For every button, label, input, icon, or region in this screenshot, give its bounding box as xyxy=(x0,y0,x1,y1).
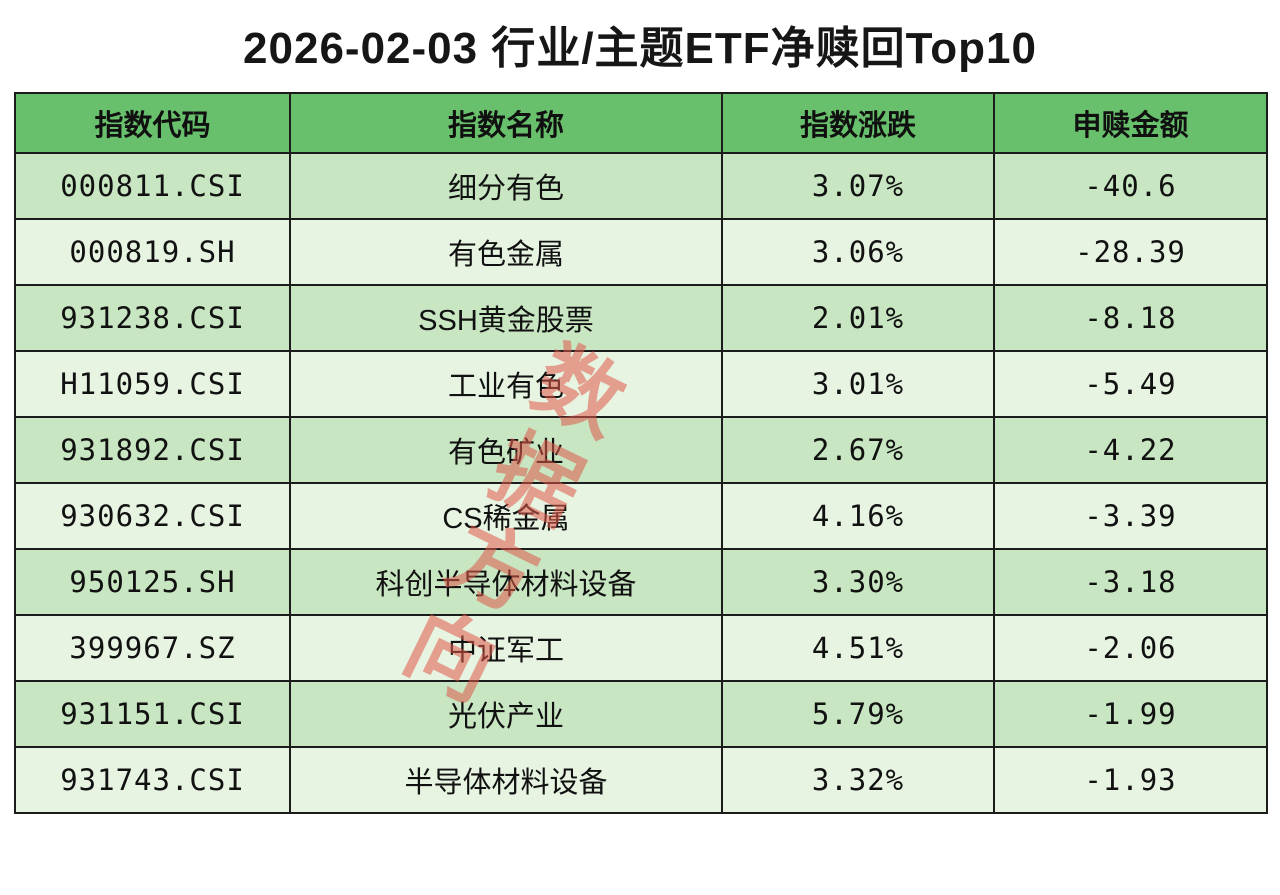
cell-change: 3.06% xyxy=(721,218,995,286)
header-cell-change: 指数涨跌 xyxy=(721,92,995,154)
cell-change: 3.07% xyxy=(721,152,995,220)
cell-change: 3.01% xyxy=(721,350,995,418)
header-cell-name: 指数名称 xyxy=(289,92,723,154)
cell-amount: -8.18 xyxy=(993,284,1268,352)
cell-name: SSH黄金股票 xyxy=(289,284,723,352)
cell-amount: -3.39 xyxy=(993,482,1268,550)
cell-amount: -1.93 xyxy=(993,746,1268,814)
table-row: 000819.SH 有色金属 3.06% -28.39 xyxy=(14,218,1268,286)
cell-code: 931743.CSI xyxy=(14,746,291,814)
table-row: 931238.CSI SSH黄金股票 2.01% -8.18 xyxy=(14,284,1268,352)
table-row: 000811.CSI 细分有色 3.07% -40.6 xyxy=(14,152,1268,220)
header-row: 指数代码 指数名称 指数涨跌 申赎金额 xyxy=(14,92,1268,154)
cell-amount: -2.06 xyxy=(993,614,1268,682)
cell-name: 科创半导体材料设备 xyxy=(289,548,723,616)
cell-name: 有色金属 xyxy=(289,218,723,286)
table-wrap: 指数代码 指数名称 指数涨跌 申赎金额 000811.CSI 细分有色 3.07… xyxy=(14,92,1268,814)
cell-code: 930632.CSI xyxy=(14,482,291,550)
cell-change: 2.01% xyxy=(721,284,995,352)
etf-table: 指数代码 指数名称 指数涨跌 申赎金额 000811.CSI 细分有色 3.07… xyxy=(14,92,1268,814)
cell-name: 工业有色 xyxy=(289,350,723,418)
cell-code: 931892.CSI xyxy=(14,416,291,484)
cell-name: 光伏产业 xyxy=(289,680,723,748)
cell-change: 4.51% xyxy=(721,614,995,682)
cell-code: 000811.CSI xyxy=(14,152,291,220)
cell-code: 000819.SH xyxy=(14,218,291,286)
table-row: H11059.CSI 工业有色 3.01% -5.49 xyxy=(14,350,1268,418)
header-cell-amount: 申赎金额 xyxy=(993,92,1268,154)
cell-change: 5.79% xyxy=(721,680,995,748)
cell-amount: -40.6 xyxy=(993,152,1268,220)
cell-change: 2.67% xyxy=(721,416,995,484)
cell-code: 931238.CSI xyxy=(14,284,291,352)
table-row: 931743.CSI 半导体材料设备 3.32% -1.93 xyxy=(14,746,1268,814)
cell-name: 有色矿业 xyxy=(289,416,723,484)
cell-code: 931151.CSI xyxy=(14,680,291,748)
cell-name: 中证军工 xyxy=(289,614,723,682)
cell-amount: -3.18 xyxy=(993,548,1268,616)
table-row: 931892.CSI 有色矿业 2.67% -4.22 xyxy=(14,416,1268,484)
cell-code: H11059.CSI xyxy=(14,350,291,418)
cell-amount: -1.99 xyxy=(993,680,1268,748)
cell-change: 3.32% xyxy=(721,746,995,814)
cell-amount: -28.39 xyxy=(993,218,1268,286)
table-row: 931151.CSI 光伏产业 5.79% -1.99 xyxy=(14,680,1268,748)
cell-code: 950125.SH xyxy=(14,548,291,616)
header-cell-code: 指数代码 xyxy=(14,92,291,154)
page-title: 2026-02-03 行业/主题ETF净赎回Top10 xyxy=(243,24,1037,73)
table-row: 950125.SH 科创半导体材料设备 3.30% -3.18 xyxy=(14,548,1268,616)
cell-amount: -5.49 xyxy=(993,350,1268,418)
cell-change: 4.16% xyxy=(721,482,995,550)
cell-name: CS稀金属 xyxy=(289,482,723,550)
cell-amount: -4.22 xyxy=(993,416,1268,484)
cell-code: 399967.SZ xyxy=(14,614,291,682)
cell-change: 3.30% xyxy=(721,548,995,616)
page: 2026-02-03 行业/主题ETF净赎回Top10 指数代码 指数名称 指数… xyxy=(14,24,1268,814)
table-row: 399967.SZ 中证军工 4.51% -2.06 xyxy=(14,614,1268,682)
table-row: 930632.CSI CS稀金属 4.16% -3.39 xyxy=(14,482,1268,550)
cell-name: 半导体材料设备 xyxy=(289,746,723,814)
cell-name: 细分有色 xyxy=(289,152,723,220)
